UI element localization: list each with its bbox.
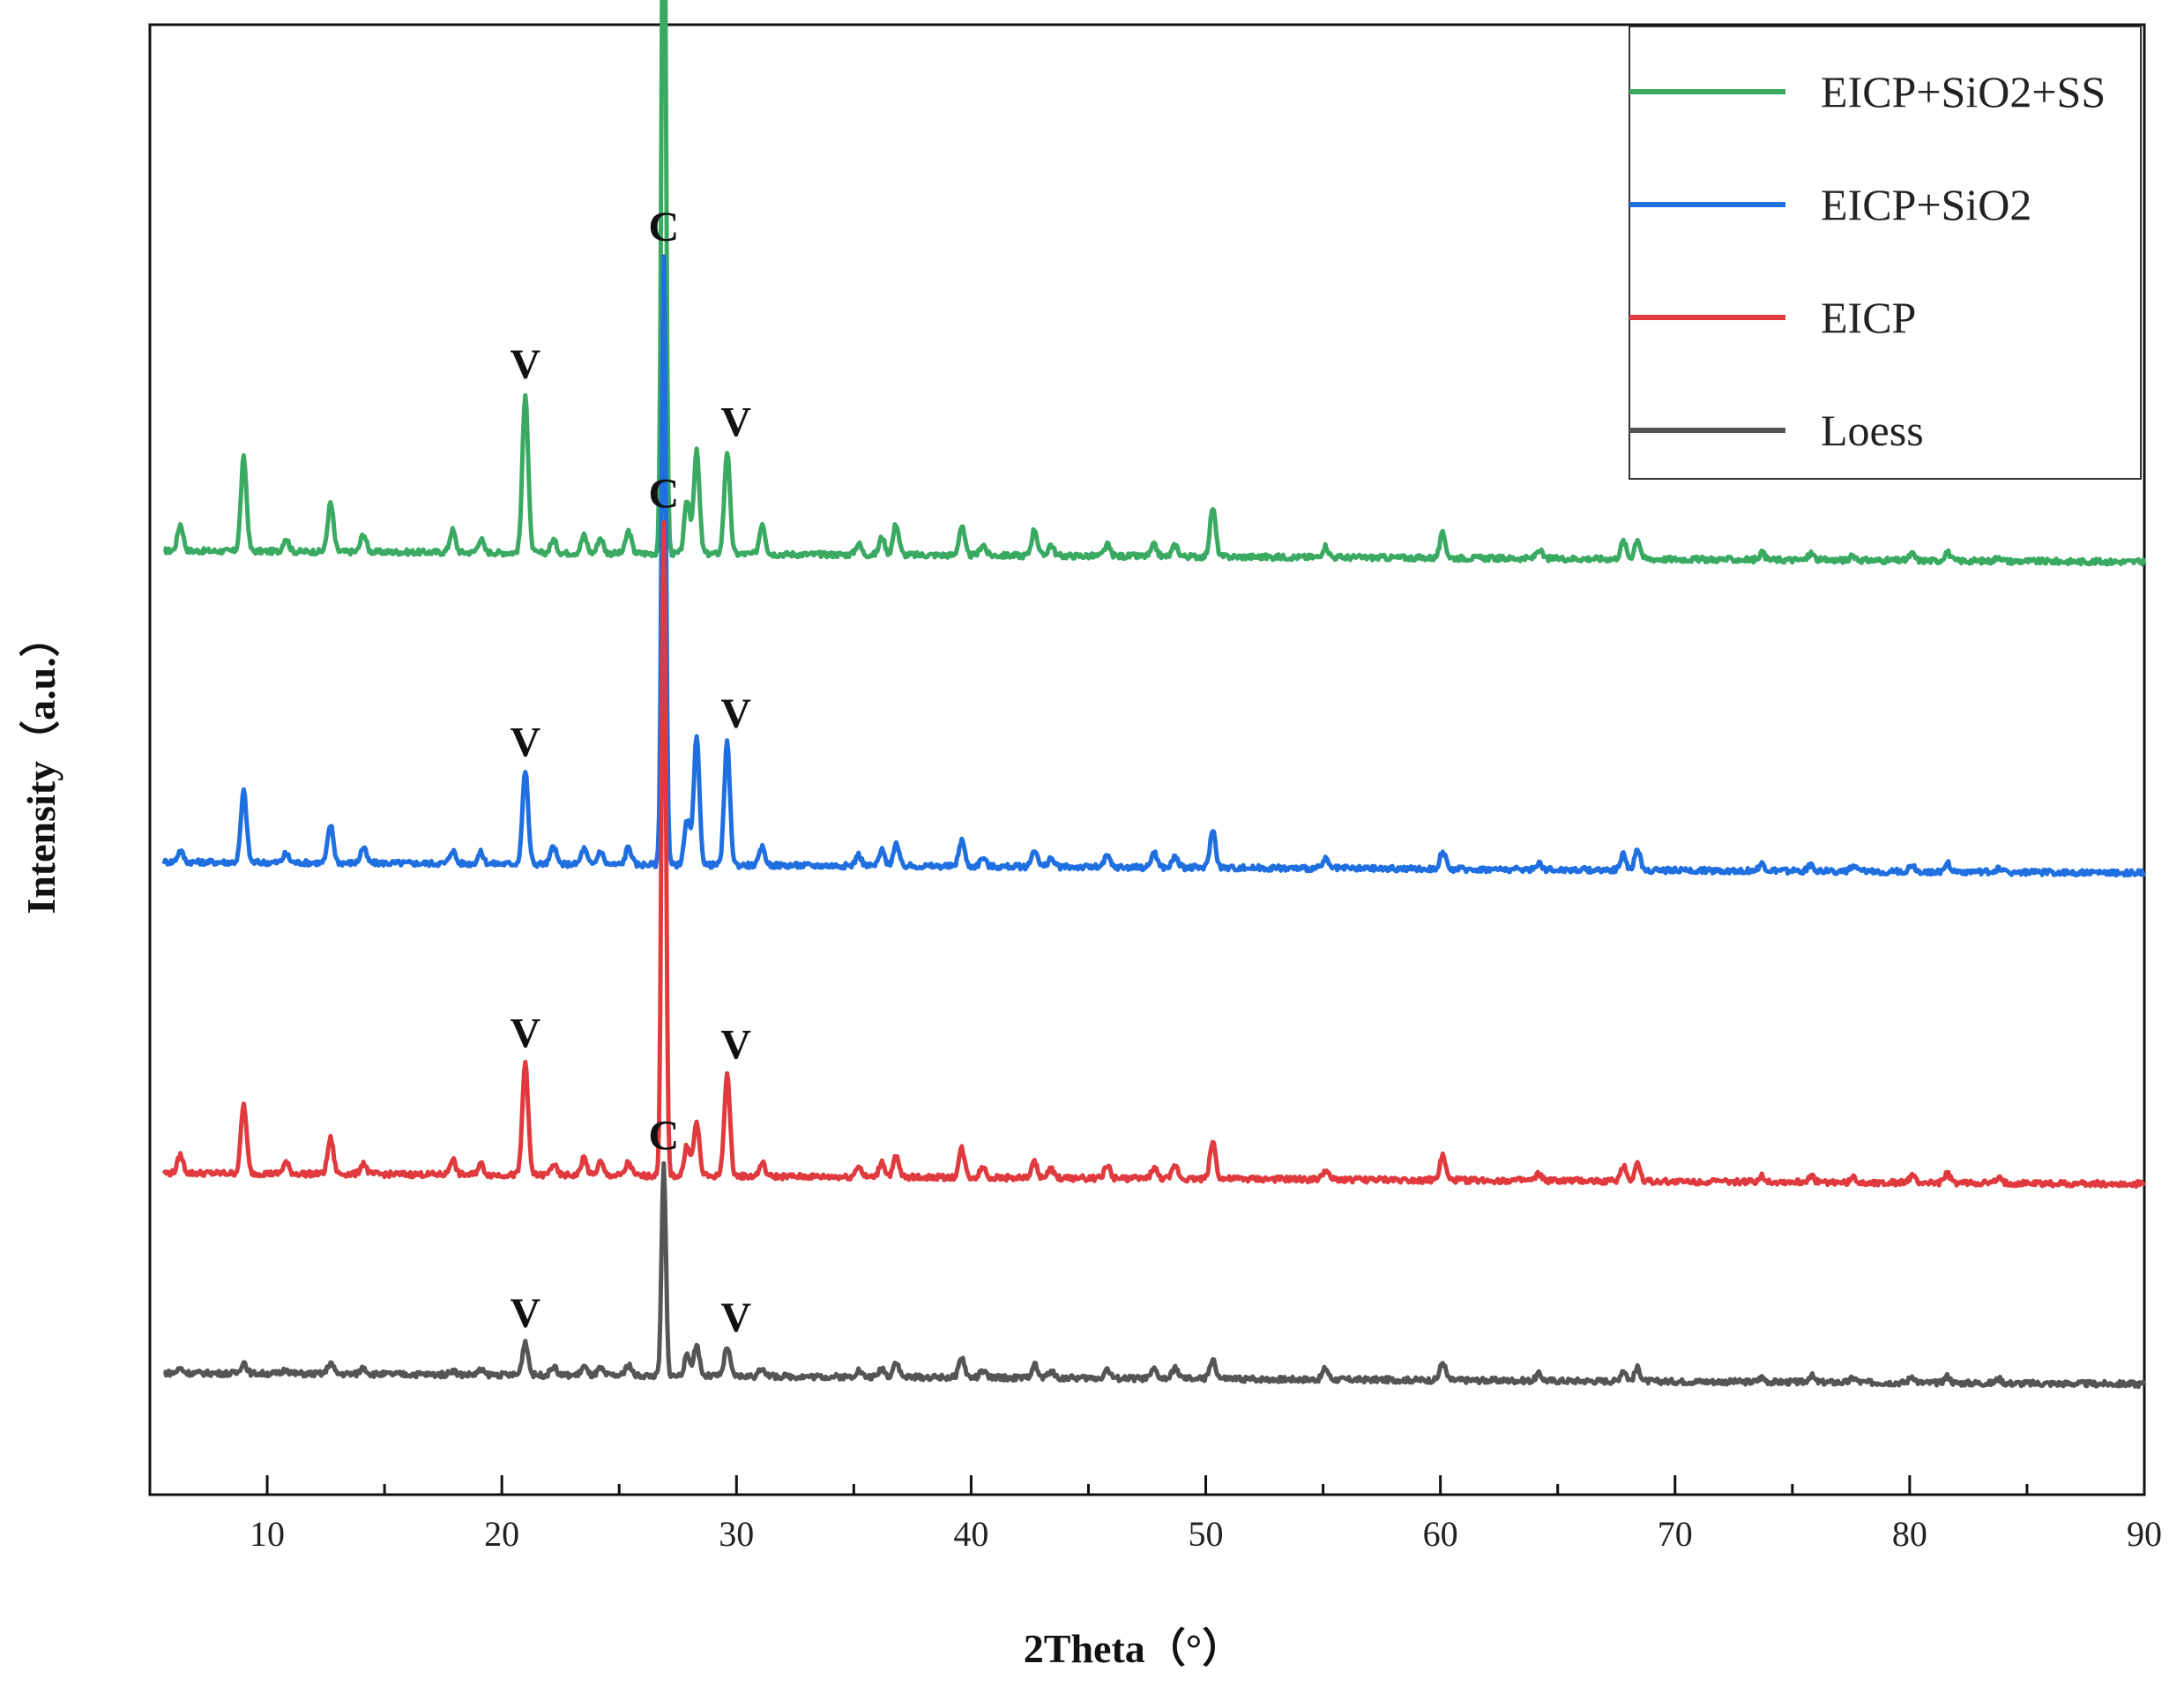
legend-items: EICP+SiO2+SS EICP+SiO2 EICP Loess (1629, 67, 2106, 455)
x-tick-label: 50 (1189, 1514, 1224, 1554)
peak-label-V: V (720, 690, 751, 737)
peak-annotations: VCVVCVVCVVCV (510, 204, 751, 1341)
x-axis-title: 2Theta（°） (1024, 1626, 1242, 1671)
series-lines (161, 0, 2147, 1390)
y-axis-title: Intensity（a.u.） (19, 616, 63, 914)
legend-box (1629, 26, 2142, 480)
legend-label: EICP+SiO2 (1821, 180, 2031, 229)
series-line-3 (162, 1160, 2147, 1390)
peak-label-C: C (648, 204, 679, 250)
x-tick-label: 90 (2127, 1514, 2162, 1554)
x-axis-ticks (148, 1475, 2146, 1495)
peak-label-V: V (510, 341, 540, 388)
peak-label-V: V (720, 399, 751, 446)
x-axis-tick-labels: 10 20 30 40 50 60 70 80 90 (250, 1514, 2162, 1554)
peak-label-V: V (510, 720, 540, 766)
peak-label-V: V (720, 1294, 751, 1341)
x-tick-label: 60 (1423, 1514, 1458, 1554)
peak-label-V: V (510, 1011, 540, 1057)
series-line-2 (161, 519, 2147, 1190)
peak-label-V: V (720, 1021, 751, 1068)
x-tick-label: 20 (484, 1514, 519, 1554)
legend: EICP+SiO2+SS EICP+SiO2 EICP Loess (1629, 26, 2142, 480)
x-tick-label: 40 (953, 1514, 988, 1554)
x-tick-label: 30 (719, 1514, 754, 1554)
legend-label: EICP (1821, 293, 1916, 342)
legend-label: EICP+SiO2+SS (1821, 67, 2106, 116)
legend-label: Loess (1821, 406, 1924, 455)
peak-label-C: C (648, 1113, 679, 1160)
x-tick-label: 70 (1658, 1514, 1693, 1554)
x-tick-label: 80 (1892, 1514, 1927, 1554)
plot-area (148, 23, 2146, 1496)
peak-label-C: C (648, 470, 679, 517)
series-line-0 (162, 0, 2147, 567)
x-tick-label: 10 (250, 1514, 285, 1554)
series-line-1 (161, 254, 2146, 878)
peak-label-V: V (510, 1290, 540, 1337)
